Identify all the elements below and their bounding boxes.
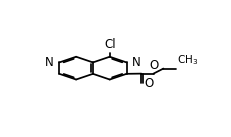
Text: N: N xyxy=(131,56,140,69)
Text: N: N xyxy=(45,56,54,69)
Text: CH$_3$: CH$_3$ xyxy=(176,53,197,67)
Text: O: O xyxy=(143,77,153,90)
Text: O: O xyxy=(148,59,158,72)
Text: Cl: Cl xyxy=(103,38,115,52)
